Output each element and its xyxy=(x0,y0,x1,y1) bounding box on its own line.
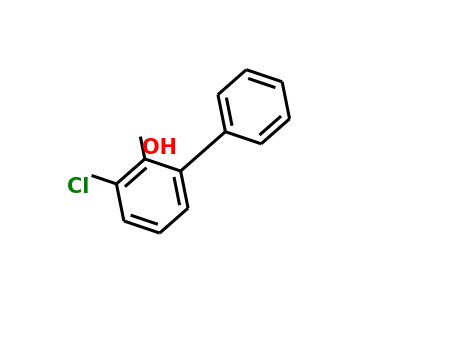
Text: Cl: Cl xyxy=(67,177,90,197)
Text: OH: OH xyxy=(142,138,177,159)
